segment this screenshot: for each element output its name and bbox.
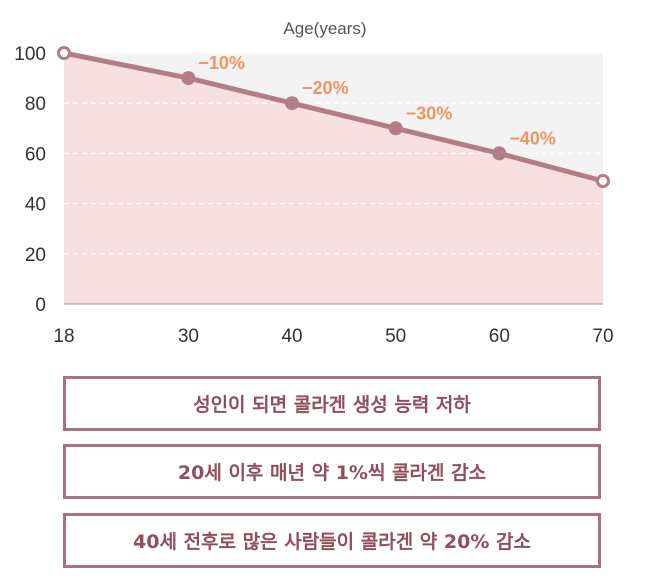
note-text-1: 성인이 되면 콜라겐 생성 능력 저하 xyxy=(193,394,471,416)
y-tick-20: 20 xyxy=(25,245,46,266)
y-tick-40: 40 xyxy=(25,195,46,216)
point-labels: −10% −20% −30% −40% xyxy=(198,53,556,148)
x-tick-70: 70 xyxy=(592,326,613,347)
chart-title: Age(years) xyxy=(283,19,366,38)
y-tick-0: 0 xyxy=(35,295,46,316)
note-box-2: 20세 이후 매년 약 1%씩 콜라겐 감소 xyxy=(63,444,601,499)
point-label-60: −40% xyxy=(509,128,556,148)
data-point-30 xyxy=(181,71,196,86)
point-label-50: −30% xyxy=(406,103,453,123)
data-point-50 xyxy=(388,121,403,136)
point-label-30: −10% xyxy=(198,53,245,73)
data-point-18 xyxy=(57,46,71,60)
collagen-chart: −10% −20% −30% −40% 0 20 40 60 80 100 18 30 40 50 60… xyxy=(14,19,613,347)
data-point-40 xyxy=(285,96,300,111)
note-box-3: 40세 전후로 많은 사람들이 콜라겐 약 20% 감소 xyxy=(63,513,601,568)
x-tick-18: 18 xyxy=(53,326,74,347)
x-tick-50: 50 xyxy=(385,326,406,347)
x-tick-labels: 18 30 40 50 60 70 xyxy=(53,326,613,347)
y-tick-60: 60 xyxy=(25,144,46,165)
note-text-3: 40세 전후로 많은 사람들이 콜라겐 약 20% 감소 xyxy=(133,531,531,553)
x-tick-40: 40 xyxy=(281,326,302,347)
y-tick-labels: 0 20 40 60 80 100 xyxy=(14,44,46,316)
data-point-70 xyxy=(596,174,610,189)
y-tick-80: 80 xyxy=(25,94,46,115)
data-point-60 xyxy=(492,146,507,161)
x-tick-60: 60 xyxy=(489,326,510,347)
point-label-40: −20% xyxy=(302,78,349,98)
data-points xyxy=(57,46,610,189)
note-box-1: 성인이 되면 콜라겐 생성 능력 저하 xyxy=(63,376,601,431)
note-text-2: 20세 이후 매년 약 1%씩 콜라겐 감소 xyxy=(177,462,487,484)
series-line xyxy=(63,50,604,184)
x-tick-30: 30 xyxy=(178,326,199,347)
y-tick-100: 100 xyxy=(14,44,46,65)
area-fill xyxy=(64,53,603,304)
